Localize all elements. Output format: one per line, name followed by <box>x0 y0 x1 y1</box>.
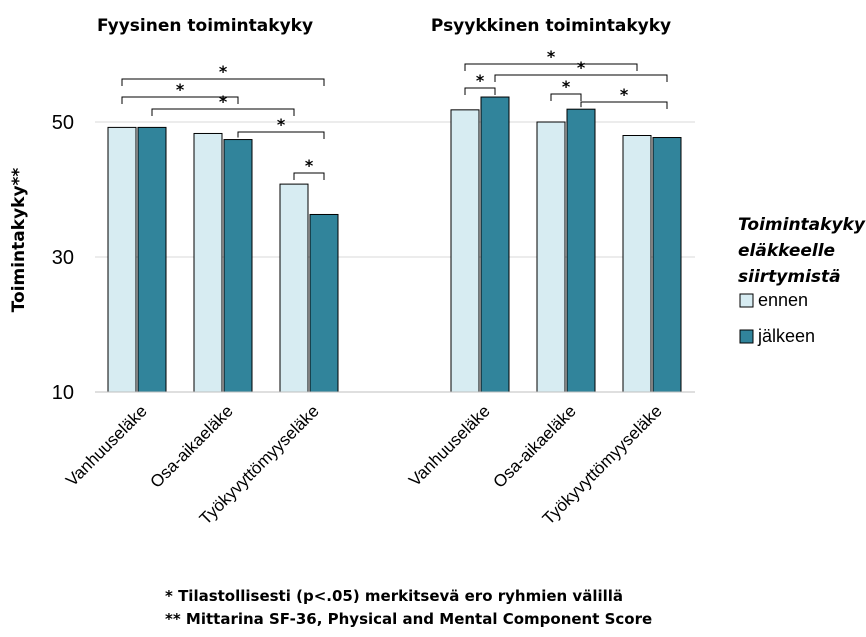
x-tick-label: Osa-aikaeläke <box>490 401 580 491</box>
significance-bracket <box>464 63 638 71</box>
bar-ennen <box>450 109 480 393</box>
legend-swatch-jälkeen <box>739 329 754 344</box>
significance-bracket <box>121 78 325 86</box>
legend-swatch-ennen <box>739 293 754 308</box>
bar-ennen <box>193 132 223 393</box>
significance-bracket <box>494 74 668 82</box>
bar-jälkeen <box>480 96 510 393</box>
significance-bracket <box>550 93 582 101</box>
legend-title: eläkkeelle <box>738 241 835 261</box>
legend-label: ennen <box>758 290 808 310</box>
significance-label: * <box>305 156 314 175</box>
significance-bracket <box>237 131 325 139</box>
bar-jälkeen <box>309 213 339 393</box>
significance-bracket <box>293 172 325 180</box>
x-tick-label: Vanhuuseläke <box>405 401 494 490</box>
y-axis-title: Toimintakyky** <box>9 168 29 313</box>
significance-label: * <box>562 77 571 96</box>
significance-label: * <box>219 62 228 81</box>
bar-jälkeen <box>652 137 682 393</box>
significance-bracket <box>151 108 295 116</box>
bar-jälkeen <box>223 139 253 393</box>
significance-label: * <box>547 47 556 66</box>
panel-title: Fyysinen toimintakyky <box>97 16 313 36</box>
footnote-measure: ** Mittarina SF-36, Physical and Mental … <box>165 610 653 628</box>
y-tick-label: 50 <box>52 112 74 134</box>
significance-label: * <box>219 92 228 111</box>
significance-bracket <box>121 96 239 104</box>
footnote-significance: * Tilastollisesti (p<.05) merkitsevä ero… <box>165 587 624 605</box>
legend-title: Toimintakyky <box>738 215 866 235</box>
bar-ennen <box>279 183 309 393</box>
bar-jälkeen <box>137 126 167 393</box>
significance-label: * <box>176 80 185 99</box>
x-tick-label: Vanhuuseläke <box>62 401 151 490</box>
x-tick-label: Osa-aikaeläke <box>147 401 237 491</box>
bar-jälkeen <box>566 108 596 393</box>
significance-label: * <box>476 71 485 90</box>
legend-title: siirtymistä <box>738 267 841 287</box>
bar-ennen <box>622 135 652 393</box>
panel-title: Psyykkinen toimintakyky <box>431 16 671 36</box>
significance-label: * <box>620 85 629 104</box>
bar-ennen <box>536 121 566 393</box>
bar-ennen <box>107 126 137 393</box>
significance-bracket <box>464 87 496 95</box>
significance-bracket <box>580 101 668 109</box>
significance-label: * <box>277 115 286 134</box>
y-tick-label: 10 <box>52 382 74 404</box>
significance-label: * <box>577 58 586 77</box>
legend-label: jälkeen <box>757 326 815 346</box>
y-tick-label: 30 <box>52 247 74 269</box>
